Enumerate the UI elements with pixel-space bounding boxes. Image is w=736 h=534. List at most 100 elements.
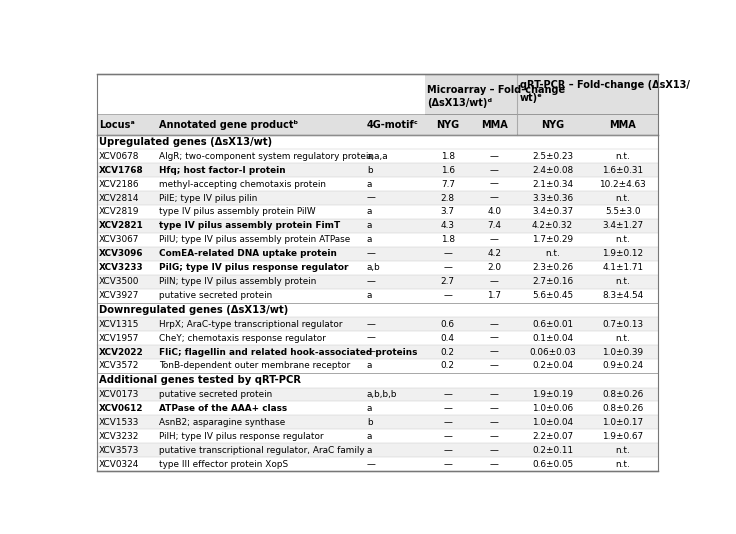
Text: type III effector protein XopS: type III effector protein XopS <box>159 460 288 469</box>
Text: a: a <box>367 446 372 455</box>
Text: XCV2821: XCV2821 <box>99 222 144 230</box>
Text: Locusᵃ: Locusᵃ <box>99 120 135 130</box>
Text: NYG: NYG <box>541 120 564 130</box>
Text: 0.6: 0.6 <box>441 320 455 328</box>
Text: 0.2: 0.2 <box>441 348 455 357</box>
Text: XCV1957: XCV1957 <box>99 334 139 343</box>
Text: PilN; type IV pilus assembly protein: PilN; type IV pilus assembly protein <box>159 277 316 286</box>
Bar <box>96 261 658 274</box>
Bar <box>96 415 658 429</box>
Text: 4G-motifᶜ: 4G-motifᶜ <box>367 120 419 130</box>
Text: Additional genes tested by qRT-PCR: Additional genes tested by qRT-PCR <box>99 375 301 385</box>
Text: —: — <box>489 460 498 469</box>
Bar <box>96 150 658 163</box>
Text: 2.5±0.23: 2.5±0.23 <box>532 152 573 161</box>
Text: XCV3232: XCV3232 <box>99 432 139 441</box>
Text: 0.6±0.05: 0.6±0.05 <box>532 460 573 469</box>
Bar <box>364 114 425 135</box>
Text: a: a <box>367 362 372 371</box>
Bar <box>425 74 517 114</box>
Text: methyl-accepting chemotaxis protein: methyl-accepting chemotaxis protein <box>159 179 326 189</box>
Text: —: — <box>489 404 498 413</box>
Text: MMA: MMA <box>609 120 636 130</box>
Text: ATPase of the AAA+ class: ATPase of the AAA+ class <box>159 404 287 413</box>
Text: Downregulated genes (ΔsX13/wt): Downregulated genes (ΔsX13/wt) <box>99 305 288 315</box>
Text: TonB-dependent outer membrane receptor: TonB-dependent outer membrane receptor <box>159 362 350 371</box>
Text: PilU; type IV pilus assembly protein ATPase: PilU; type IV pilus assembly protein ATP… <box>159 235 350 245</box>
Text: XCV3573: XCV3573 <box>99 446 139 455</box>
Bar <box>96 402 658 415</box>
Bar <box>425 114 517 135</box>
Text: 1.9±0.12: 1.9±0.12 <box>602 249 643 258</box>
Bar <box>96 443 658 457</box>
Text: FliC; flagellin and related hook-associated proteins: FliC; flagellin and related hook-associa… <box>159 348 417 357</box>
Text: —: — <box>489 152 498 161</box>
Bar <box>96 331 658 345</box>
Text: n.t.: n.t. <box>545 249 560 258</box>
Text: —: — <box>489 277 498 286</box>
Text: XCV1315: XCV1315 <box>99 320 139 328</box>
Text: a: a <box>367 291 372 300</box>
Text: 2.2±0.07: 2.2±0.07 <box>532 432 573 441</box>
Text: XCV2819: XCV2819 <box>99 208 139 216</box>
Text: 5.5±3.0: 5.5±3.0 <box>605 208 640 216</box>
Text: —: — <box>489 320 498 328</box>
Text: a: a <box>367 179 372 189</box>
Text: 0.2±0.11: 0.2±0.11 <box>532 446 573 455</box>
Bar <box>96 388 658 402</box>
Text: Hfq; host factor-I protein: Hfq; host factor-I protein <box>159 166 286 175</box>
Text: qRT-PCR – Fold-change (ΔsX13/: qRT-PCR – Fold-change (ΔsX13/ <box>520 80 690 90</box>
Text: 1.0±0.17: 1.0±0.17 <box>602 418 643 427</box>
Text: 1.0±0.06: 1.0±0.06 <box>532 404 573 413</box>
Bar <box>364 74 425 114</box>
Text: XCV3500: XCV3500 <box>99 277 139 286</box>
Text: n.t.: n.t. <box>615 460 630 469</box>
Text: PilH; type IV pilus response regulator: PilH; type IV pilus response regulator <box>159 432 324 441</box>
Text: —: — <box>489 348 498 357</box>
Text: 4.1±1.71: 4.1±1.71 <box>602 263 643 272</box>
Text: Annotated gene productᵇ: Annotated gene productᵇ <box>159 120 298 130</box>
Text: XCV3572: XCV3572 <box>99 362 139 371</box>
Text: 2.4±0.08: 2.4±0.08 <box>532 166 573 175</box>
Text: —: — <box>367 277 376 286</box>
Text: —: — <box>489 418 498 427</box>
Text: XCV0678: XCV0678 <box>99 152 139 161</box>
Text: —: — <box>443 249 452 258</box>
Text: putative transcriptional regulator, AraC family: putative transcriptional regulator, AraC… <box>159 446 364 455</box>
Text: 1.0±0.39: 1.0±0.39 <box>602 348 643 357</box>
Text: —: — <box>367 460 376 469</box>
Text: 2.7: 2.7 <box>441 277 455 286</box>
Bar <box>96 429 658 443</box>
Text: 2.8: 2.8 <box>441 193 455 202</box>
Bar <box>96 163 658 177</box>
Text: —: — <box>443 390 452 399</box>
Text: —: — <box>489 362 498 371</box>
Text: 1.6: 1.6 <box>441 166 455 175</box>
Bar <box>96 233 658 247</box>
Text: MMA: MMA <box>481 120 508 130</box>
Text: 1.9±0.67: 1.9±0.67 <box>602 432 643 441</box>
Text: XCV3067: XCV3067 <box>99 235 139 245</box>
Text: XCV1533: XCV1533 <box>99 418 139 427</box>
Text: —: — <box>367 249 376 258</box>
Text: n.t.: n.t. <box>615 193 630 202</box>
Text: XCV2814: XCV2814 <box>99 193 139 202</box>
Text: 7.7: 7.7 <box>441 179 455 189</box>
Bar <box>96 191 658 205</box>
Text: 1.8: 1.8 <box>441 152 455 161</box>
Text: n.t.: n.t. <box>615 277 630 286</box>
Text: —: — <box>489 179 498 189</box>
Text: —: — <box>489 390 498 399</box>
Text: XCV3096: XCV3096 <box>99 249 144 258</box>
Text: 1.0±0.04: 1.0±0.04 <box>532 418 573 427</box>
Text: 3.7: 3.7 <box>441 208 455 216</box>
Text: XCV2186: XCV2186 <box>99 179 139 189</box>
Text: 4.2: 4.2 <box>487 249 501 258</box>
Text: 2.3±0.26: 2.3±0.26 <box>532 263 573 272</box>
Text: —: — <box>367 320 376 328</box>
Bar <box>96 373 658 388</box>
Text: 0.1±0.04: 0.1±0.04 <box>532 334 573 343</box>
Text: —: — <box>367 348 376 357</box>
Text: 3.3±0.36: 3.3±0.36 <box>532 193 573 202</box>
Bar <box>96 219 658 233</box>
